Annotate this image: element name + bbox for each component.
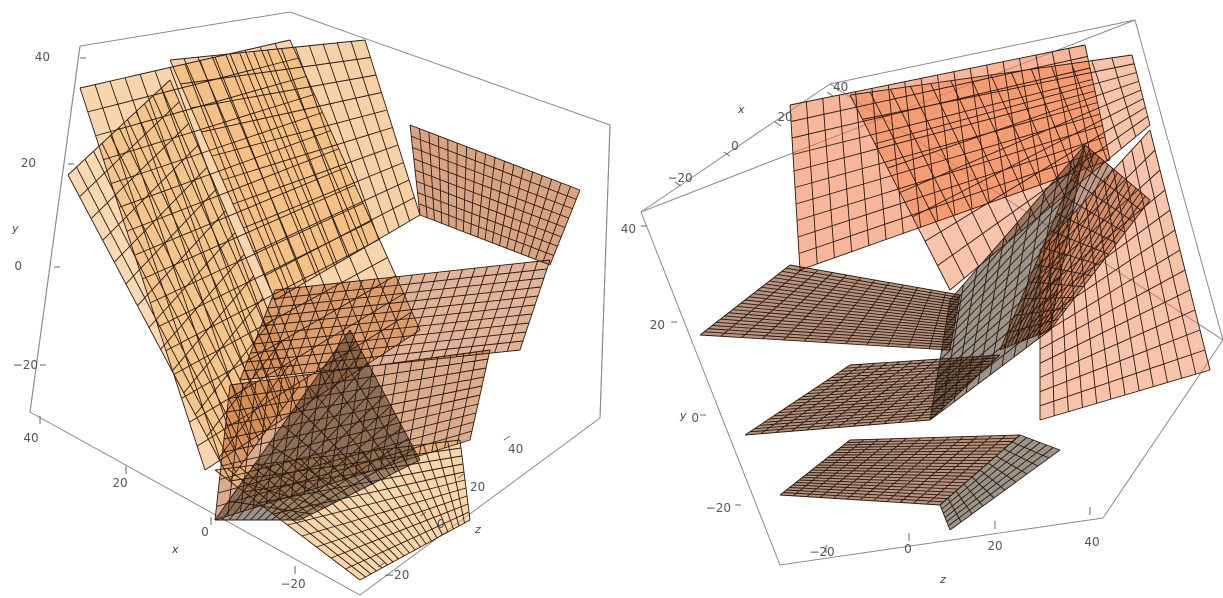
z-axis-title-left: z: [474, 523, 481, 536]
x-tick-label-right: 40: [833, 80, 848, 94]
x-tick-label-right: 20: [777, 110, 792, 124]
y-tick-label-left: 0: [14, 259, 22, 273]
surface-sheet-mesh: [67, 79, 301, 481]
z-tick-label-left: 20: [470, 480, 485, 494]
surface-sheet-mesh: [699, 264, 961, 351]
y-tick-label-right: 20: [650, 318, 665, 332]
surface-sheet-mesh: [214, 329, 421, 521]
z-tick-label-right: −20: [809, 545, 834, 559]
plot3d-right[interactable]: 40 20 0 −20 x 40 20 0 −20 y −20 0 20 40: [621, 19, 1223, 586]
surface-sheet-mesh: [849, 54, 1151, 291]
x-tick-label-right: 0: [731, 139, 739, 153]
surface-sheet-mesh: [1039, 129, 1211, 421]
surface-sheet: [745, 355, 1000, 435]
y-tick-label-left: 40: [35, 50, 50, 64]
y-tick-label-right: −20: [706, 501, 731, 515]
surface-sheet: [410, 125, 580, 265]
surface-sheet-mesh: [239, 259, 551, 381]
y-axis-left: 40 20 0 −20 y: [11, 50, 86, 372]
x-axis-title-left: x: [171, 543, 179, 556]
z-axis-right: −20 0 20 40 z: [809, 507, 1100, 586]
x-tick-label-left: 40: [23, 431, 38, 445]
y-axis-right: 40 20 0 −20 y: [621, 222, 741, 515]
surface-sheet-mesh: [214, 349, 491, 521]
y-axis-title-left: y: [11, 222, 19, 235]
x-tick-label-left: 0: [201, 525, 209, 539]
surface-sheet-mesh: [939, 434, 1061, 531]
z-tick-label-right: 0: [904, 542, 912, 556]
z-axis-left: 40 20 0 −20 z: [377, 435, 523, 582]
x-tick-label-right: −20: [667, 171, 692, 185]
y-tick-label-left: −20: [13, 358, 38, 372]
y-tick-label-right: 40: [621, 222, 636, 236]
surface-sheet: [930, 145, 1085, 420]
surface-sheet-mesh: [744, 354, 1001, 436]
bounding-box-left: [29, 11, 611, 596]
x-axis-title-right: x: [737, 103, 745, 116]
z-axis-title-right: z: [939, 573, 946, 586]
y-tick-label-right: 0: [691, 411, 699, 425]
surface-sheet-mesh: [214, 439, 471, 581]
x-tick-label-left: 20: [112, 476, 127, 490]
surface-sheet-mesh: [779, 434, 1021, 506]
y-tick-label-left: 20: [21, 156, 36, 170]
surface-sheet-mesh: [999, 144, 1151, 351]
z-tick-label-left: 40: [508, 442, 523, 456]
surface-sheet-mesh: [169, 39, 421, 301]
surface-sheet: [940, 435, 1060, 530]
z-tick-label-left: 0: [437, 517, 445, 531]
z-tick-label-right: 20: [987, 539, 1002, 553]
surface-sheet: [1040, 130, 1210, 420]
z-tick-label-right: 40: [1084, 535, 1099, 549]
y-axis-title-right: y: [679, 409, 687, 422]
plot3d-left[interactable]: 40 20 0 −20 y 40 20 0 −20 x 40 20 0 −20: [11, 11, 611, 596]
z-tick-label-left: −20: [384, 568, 409, 582]
x-axis-right: 40 20 0 −20 x: [667, 80, 848, 187]
x-axis-left: 40 20 0 −20 x: [23, 416, 306, 591]
x-tick-label-left: −20: [280, 577, 305, 591]
surface-sheet-mesh: [409, 124, 581, 266]
